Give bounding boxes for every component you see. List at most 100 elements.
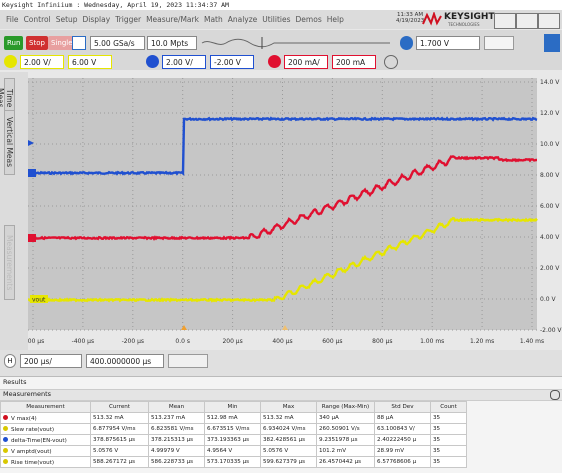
run-button[interactable]: Run xyxy=(4,36,24,50)
channel-scale[interactable]: 2.00 V/ xyxy=(20,55,64,69)
side-tab[interactable]: Measurements xyxy=(4,225,15,300)
x-axis-label: 1.00 ms xyxy=(420,338,444,345)
cell-text: 599.627379 µs xyxy=(263,459,306,465)
single-button[interactable]: Single xyxy=(48,36,76,50)
maximize-button[interactable] xyxy=(516,13,538,29)
add-channel[interactable] xyxy=(384,55,398,69)
side-tab[interactable]: Vertical Meas xyxy=(4,110,15,175)
menu-item[interactable]: Control xyxy=(23,15,51,24)
table-cell: Rise time(vout) xyxy=(0,456,91,468)
trigger-level[interactable]: 1.700 V xyxy=(416,36,480,50)
table-cell: delta-Time(EN-vout) xyxy=(0,434,91,446)
settings-icon[interactable] xyxy=(550,390,560,400)
table-cell: 88 µA xyxy=(374,412,431,424)
channel-offset[interactable]: 6.00 V xyxy=(68,55,112,69)
menu-item[interactable]: Trigger xyxy=(115,15,142,24)
menu-item[interactable]: Measure/Mark xyxy=(146,15,199,24)
table-row[interactable]: V max(4) 513.32 mA 513.237 mA 512.98 mA 513.… xyxy=(0,412,467,424)
plot-background xyxy=(28,78,537,330)
cell-text: 6.877954 V/ms xyxy=(93,426,136,432)
table-row[interactable]: Slew rate(vout) 6.877954 V/ms 6.823581 V/m… xyxy=(0,423,467,435)
cell-text: delta-Time(EN-vout) xyxy=(11,437,67,444)
y-axis-label: -2.00 V xyxy=(540,327,562,334)
table-row[interactable]: Rise time(vout) 588.267172 µs 586.228733 µ… xyxy=(0,456,467,468)
marker xyxy=(28,234,36,242)
channel-icon[interactable] xyxy=(146,55,159,68)
column-header: Current xyxy=(90,401,149,413)
column-header: Std Dev xyxy=(374,401,431,413)
cell-text: Rise time(vout) xyxy=(11,459,55,466)
trigger-source[interactable] xyxy=(400,36,413,50)
results-tab[interactable]: Measurements xyxy=(3,390,52,398)
sample-rate[interactable]: 5.00 GSa/s xyxy=(90,36,145,50)
cell-text: 35 xyxy=(433,437,441,443)
menu-item[interactable]: File xyxy=(6,15,19,24)
menu-item[interactable]: Analyze xyxy=(227,15,258,24)
cell-text: 6.934024 V/ms xyxy=(263,426,306,432)
channel-icon[interactable] xyxy=(4,55,17,68)
row-dot xyxy=(3,414,8,420)
menu: File Control Setup Display Trigger Measure/Ma… xyxy=(6,15,344,24)
cell-text: V max(4) xyxy=(11,415,37,422)
time-position[interactable]: 400.0000000 µs xyxy=(86,354,164,368)
column-header: Min xyxy=(204,401,261,413)
side-toggle[interactable] xyxy=(544,34,560,52)
table-cell: 512.98 mA xyxy=(204,412,261,424)
cell-text: 373.193363 µs xyxy=(207,437,250,443)
horizontal-icon[interactable]: H xyxy=(4,354,16,368)
menu-item[interactable]: Help xyxy=(326,15,344,24)
table-cell: 260.50901 V/s xyxy=(316,423,375,435)
y-axis-label: 14.0 V xyxy=(540,79,560,86)
zoom-controls[interactable] xyxy=(168,354,208,368)
table-row[interactable]: V amptd(vout) 5.0576 V 4.99979 V 4.9564 V 5.… xyxy=(0,445,467,457)
memory-depth[interactable]: 10.0 Mpts xyxy=(147,36,197,50)
trigger-waveform xyxy=(201,37,390,49)
cell-text: 513.32 mA xyxy=(263,415,294,421)
menu-item[interactable]: Demos xyxy=(295,15,322,24)
menu-item[interactable]: Utilities xyxy=(262,15,291,24)
table-cell: 35 xyxy=(430,412,467,424)
trace-label-bg xyxy=(30,295,48,303)
table-cell: 382.428561 µs xyxy=(260,434,317,446)
time-scale[interactable]: 200 µs/ xyxy=(20,354,82,368)
column-header: Max xyxy=(260,401,317,413)
menu-item[interactable]: Display xyxy=(82,15,111,24)
table-cell: 2.40222450 µ xyxy=(374,434,431,446)
cell-text: 382.428561 µs xyxy=(263,437,306,443)
x-axis-label: 800 µs xyxy=(372,338,392,345)
channel-icon[interactable] xyxy=(268,55,281,68)
channel-offset[interactable]: -2.00 V xyxy=(210,55,254,69)
table-cell: 35 xyxy=(430,456,467,468)
close-button[interactable] xyxy=(538,13,560,29)
cell-text: Slew rate(vout) xyxy=(11,426,55,433)
cell-text: 28.99 mV xyxy=(377,448,405,454)
minimize-button[interactable] xyxy=(494,13,516,29)
x-axis-label: -400 µs xyxy=(72,338,94,345)
channel-scale[interactable]: 200 mA/ xyxy=(284,55,328,69)
table-cell: 5.0576 V xyxy=(90,445,149,457)
table-cell: 378.215313 µs xyxy=(148,434,205,446)
menu-item[interactable]: Math xyxy=(203,15,223,24)
menu-item[interactable]: Setup xyxy=(55,15,78,24)
cell-text: 6.57768606 µ xyxy=(377,459,417,465)
table-row[interactable]: delta-Time(EN-vout) 378.875615 µs 378.2153… xyxy=(0,434,467,446)
table-cell: 378.875615 µs xyxy=(90,434,149,446)
table-cell: V amptd(vout) xyxy=(0,445,91,457)
logo-name: KEYSIGHT xyxy=(444,12,495,22)
trigger-slope[interactable] xyxy=(484,36,514,50)
channel-offset[interactable]: 200 mA xyxy=(332,55,376,69)
cell-text: 35 xyxy=(433,459,441,465)
channel-scale[interactable]: 2.00 V/ xyxy=(162,55,206,69)
waveform-display: 14.0 V 12.0 V 10.0 V 8.00 V 6.00 V 4.00 V 2.00… xyxy=(28,78,562,345)
x-axis-label: 600 µs xyxy=(322,338,342,345)
title-bar: Keysight Infiniium : Wednesday, April 19… xyxy=(0,0,562,10)
table-cell: 6.877954 V/ms xyxy=(90,423,149,435)
menu-bar xyxy=(0,10,562,29)
stop-button[interactable]: Stop xyxy=(26,36,48,50)
cell-text: 4.99979 V xyxy=(151,448,180,454)
cell-text: 5.0576 V xyxy=(263,448,289,454)
table-cell: 513.237 mA xyxy=(148,412,205,424)
table-cell: 6.823581 V/ms xyxy=(148,423,205,435)
acq-icon[interactable] xyxy=(72,36,86,50)
